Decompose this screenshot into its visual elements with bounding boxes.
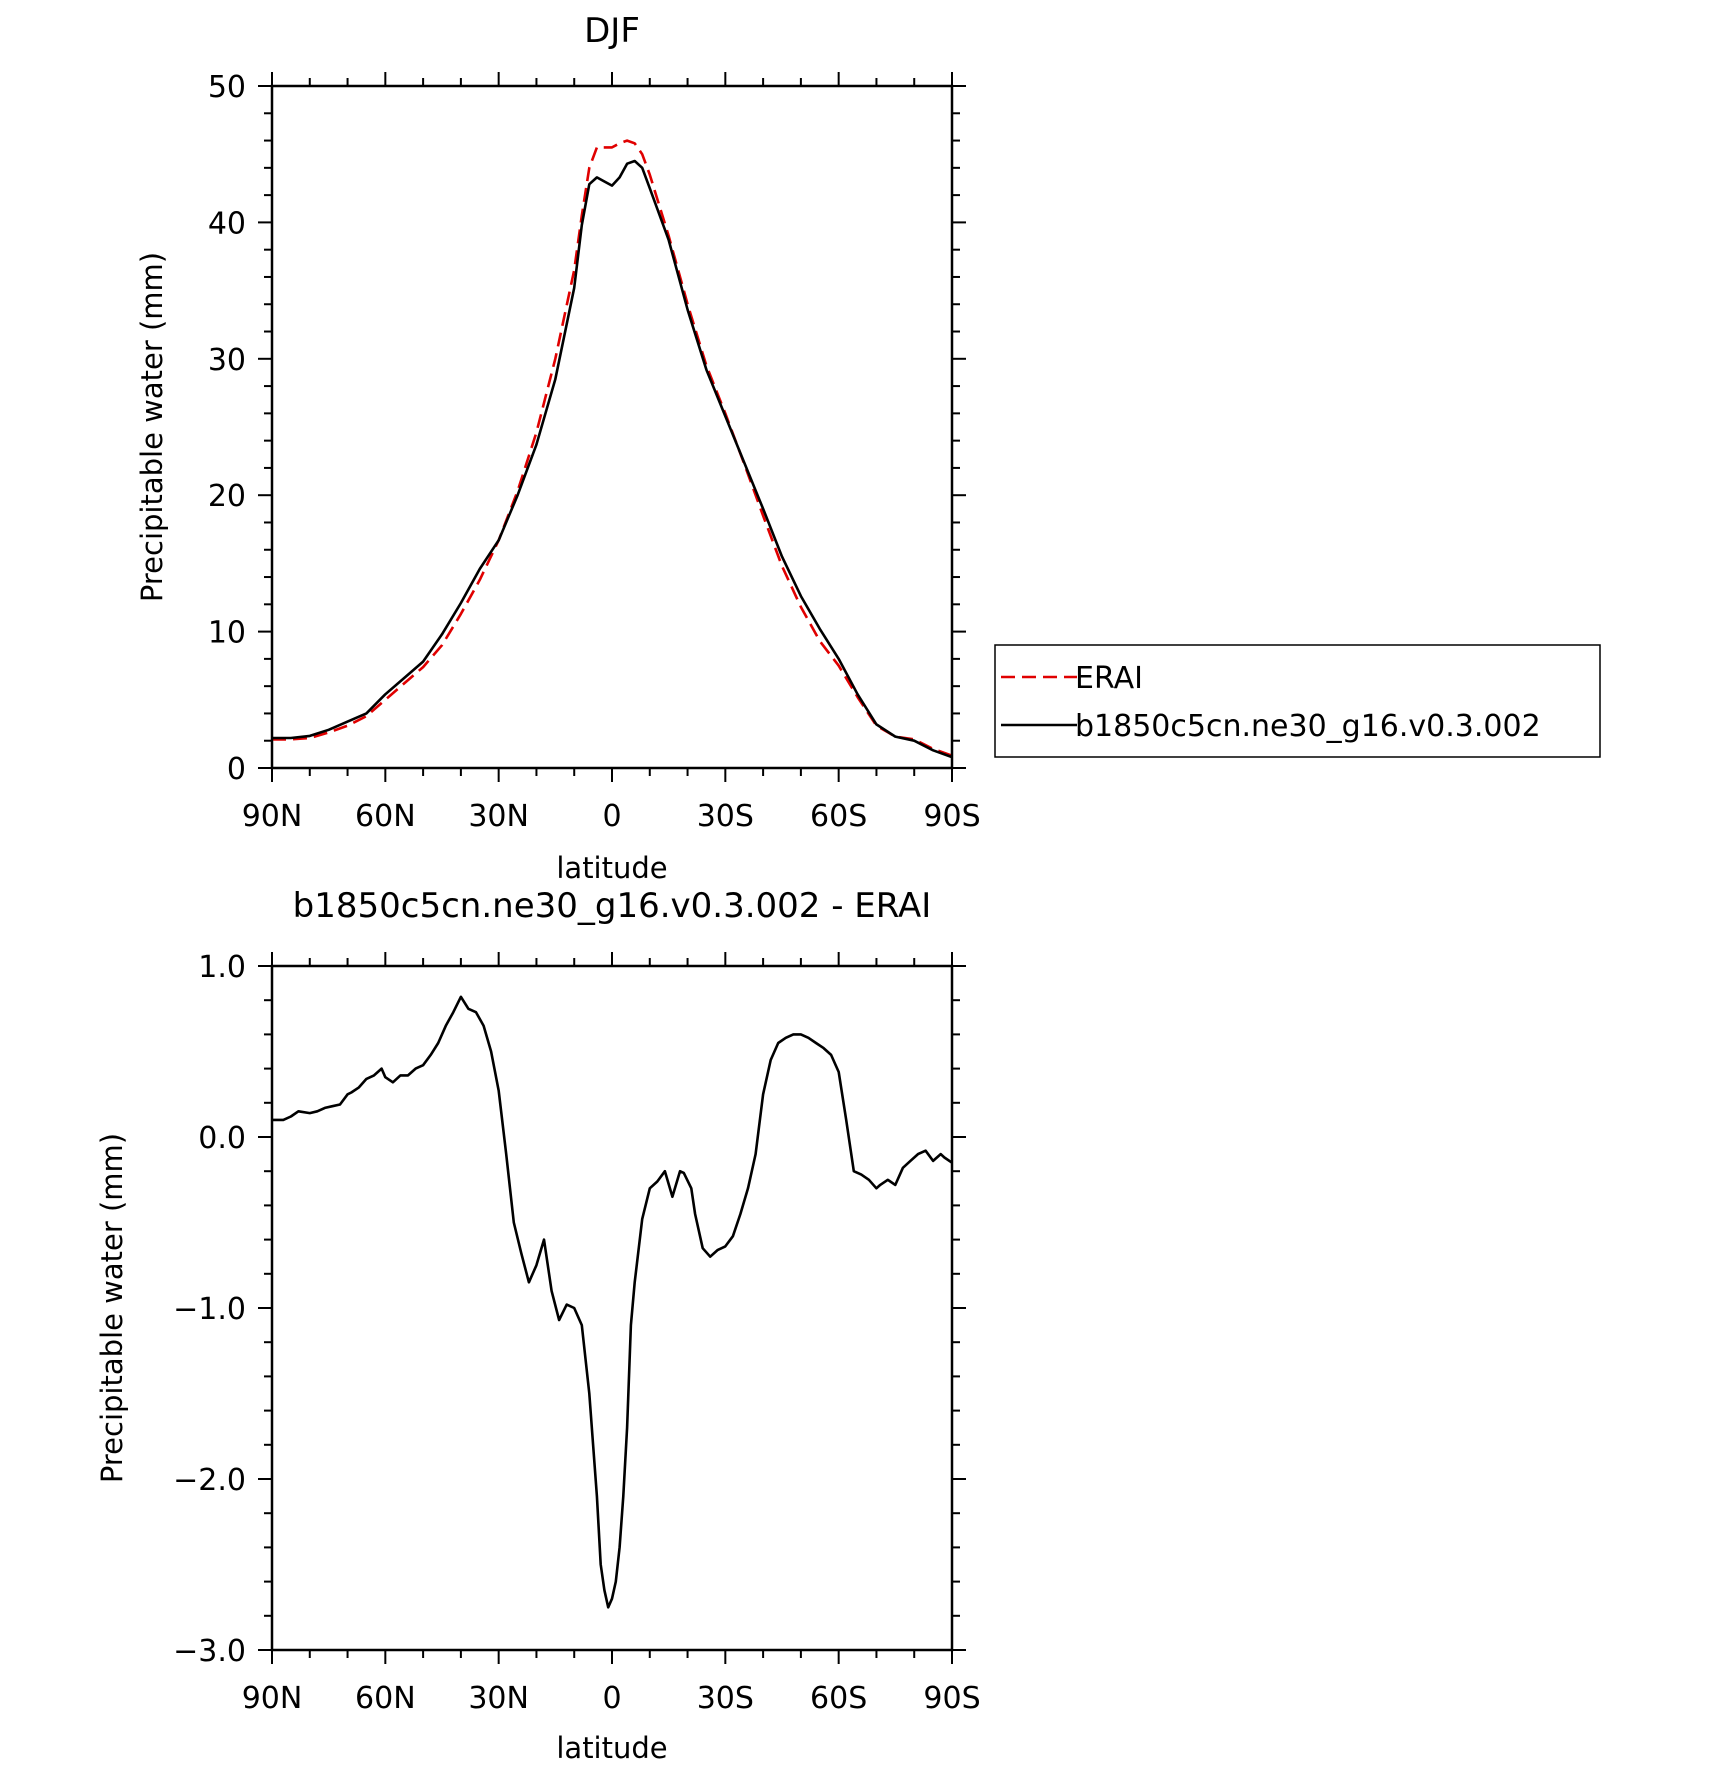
x-tick-label: 60S bbox=[810, 1681, 867, 1716]
y-tick-label: 50 bbox=[208, 70, 246, 105]
tick-marks bbox=[258, 72, 966, 782]
x-tick-label: 30N bbox=[468, 1681, 529, 1716]
y-tick-label: 20 bbox=[208, 479, 246, 514]
panel-difference: b1850c5cn.ne30_g16.v0.3.002 - ERAI 90N 60… bbox=[95, 886, 981, 1765]
series-lines bbox=[272, 995, 953, 1609]
legend-box bbox=[994, 644, 1601, 758]
x-tick-label: 60N bbox=[355, 1681, 416, 1716]
y-tick-label: 40 bbox=[208, 206, 246, 241]
y-axis-label: Precipitable water (mm) bbox=[95, 1133, 129, 1483]
tick-marks bbox=[258, 952, 966, 1664]
x-tick-label: 30S bbox=[697, 799, 754, 834]
legend-label-model: b1850c5cn.ne30_g16.v0.3.002 bbox=[1075, 709, 1541, 744]
y-tick-label: 0.0 bbox=[198, 1121, 246, 1156]
y-tick-label: −2.0 bbox=[173, 1463, 246, 1498]
y-tick-label: 0 bbox=[227, 752, 246, 787]
y-tick-label: 10 bbox=[208, 616, 246, 651]
legend-label-erai: ERAI bbox=[1075, 661, 1143, 696]
x-tick-label: 90S bbox=[923, 799, 980, 834]
tick-labels: 90N 60N 30N 0 30S 60S 90S 1.0 0.0 −1.0 −2.0 −3.0 bbox=[173, 950, 980, 1716]
x-tick-label: 30N bbox=[468, 799, 529, 834]
y-tick-label: −3.0 bbox=[173, 1634, 246, 1669]
plot-frame bbox=[270, 964, 954, 1652]
series-lines bbox=[272, 139, 953, 759]
y-tick-label: 1.0 bbox=[198, 950, 246, 985]
x-tick-label: 0 bbox=[602, 1681, 621, 1716]
panel-climatology: DJF 90N 60N 30N 0 30S 60S 90S 0 10 20 30 40 50 latit… bbox=[135, 11, 981, 885]
x-tick-label: 60N bbox=[355, 799, 416, 834]
chart-title: DJF bbox=[584, 11, 640, 51]
x-tick-label: 60S bbox=[810, 799, 867, 834]
tick-labels: 90N 60N 30N 0 30S 60S 90S 0 10 20 30 40 50 bbox=[208, 70, 981, 834]
y-tick-label: 30 bbox=[208, 343, 246, 378]
legend: ERAI b1850c5cn.ne30_g16.v0.3.002 bbox=[994, 644, 1601, 758]
x-axis-label: latitude bbox=[556, 1731, 667, 1765]
plot-frame bbox=[270, 84, 954, 770]
x-tick-label: 90S bbox=[923, 1681, 980, 1716]
y-axis-label: Precipitable water (mm) bbox=[135, 252, 169, 602]
x-tick-label: 30S bbox=[697, 1681, 754, 1716]
x-tick-label: 0 bbox=[602, 799, 621, 834]
series-line-0 bbox=[272, 995, 953, 1609]
chart-title: b1850c5cn.ne30_g16.v0.3.002 - ERAI bbox=[293, 886, 932, 926]
y-tick-label: −1.0 bbox=[173, 1292, 246, 1327]
x-axis-label: latitude bbox=[556, 851, 667, 885]
series-line-1 bbox=[272, 159, 953, 759]
series-line-0 bbox=[272, 139, 953, 757]
x-tick-label: 90N bbox=[242, 799, 303, 834]
x-tick-label: 90N bbox=[242, 1681, 303, 1716]
